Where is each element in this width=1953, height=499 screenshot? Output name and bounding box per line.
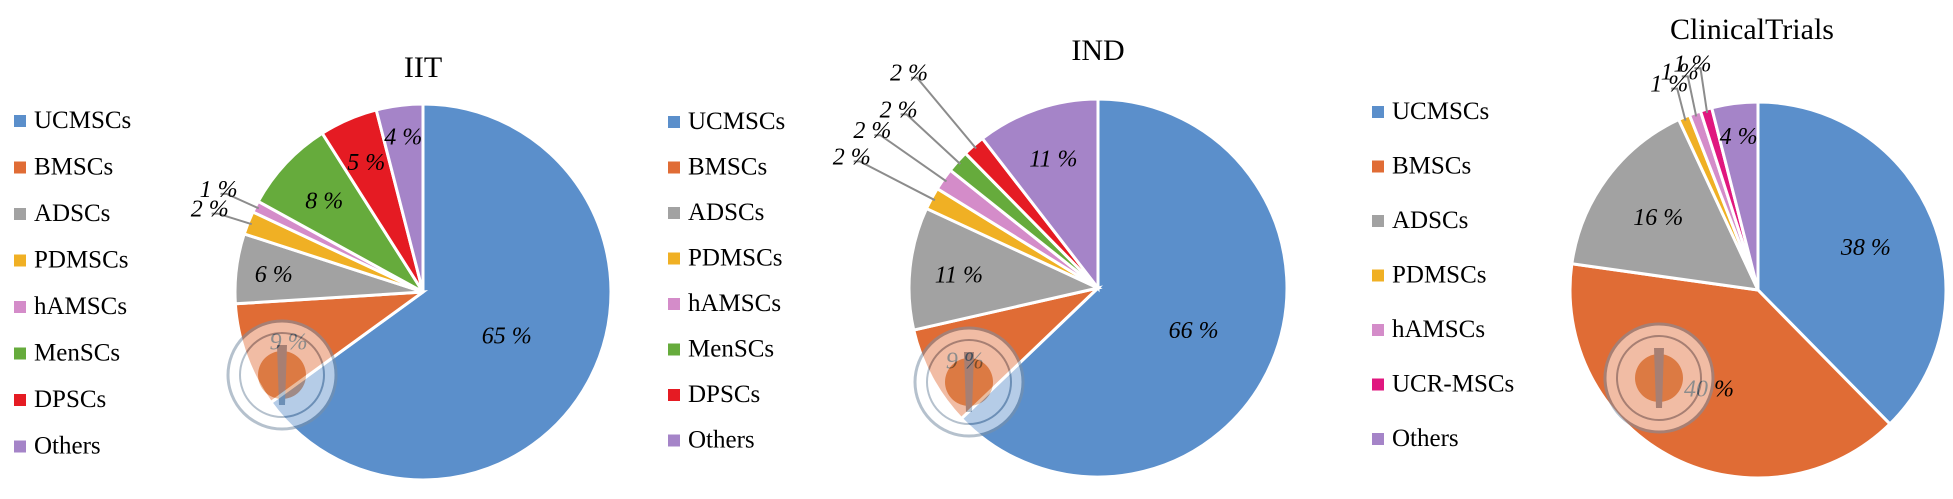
legends: UCMSCs BMSCs ADSCs PDMSCs hAMSCs MenSCs DPSCs O… (14, 98, 1514, 460)
legend-label-pdmscs: PDMSCs (688, 245, 783, 272)
slice-label-adscs: 16 % (1633, 205, 1683, 231)
legend-swatch-ucmscs (14, 115, 26, 127)
leader-line-ucr-mscs (1694, 67, 1709, 114)
legend-label-bmscs: BMSCs (1392, 153, 1471, 180)
legend-swatch-dpscs (668, 389, 680, 401)
slice-adscs (1570, 117, 1761, 292)
legend-swatch-hamscs (14, 301, 26, 313)
slice-ucmscs (959, 97, 1289, 479)
legend-label-others: Others (688, 427, 755, 454)
slice-menscs (256, 131, 425, 294)
watermark-seal-2 (913, 326, 1025, 438)
legend-label-others: Others (1392, 425, 1459, 452)
legend-iit: UCMSCs BMSCs ADSCs PDMSCs hAMSCs MenSCs DPSCs O… (14, 107, 131, 460)
legend-label-hamscs: hAMSCs (688, 290, 781, 317)
slice-ucmscs (268, 102, 613, 482)
legend-swatch-pdmscs (14, 254, 26, 267)
leader-line-pdmscs (853, 160, 936, 202)
legend-swatch-hamscs (668, 298, 680, 310)
legend-label-ucmscs: UCMSCs (34, 107, 131, 134)
slice-label-hamscs: 1 % (200, 177, 238, 203)
legend-swatch-pdmscs (1372, 269, 1384, 282)
legend-swatch-adscs (1372, 215, 1384, 227)
watermark-seal-1 (226, 319, 338, 431)
leader-line-hamscs (1681, 75, 1698, 117)
legend-label-bmscs: BMSCs (34, 154, 113, 181)
slice-label-dpscs: 2 % (890, 61, 928, 87)
slice-others (980, 97, 1100, 293)
slice-label-adscs: 11 % (935, 262, 983, 288)
legend-label-pdmscs: PDMSCs (1392, 262, 1487, 289)
slice-label-ucmscs: 65 % (482, 324, 532, 350)
legend-swatch-bmscs (14, 161, 26, 174)
slice-label-hamscs: 2 % (853, 118, 891, 144)
legend-swatch-pdmscs (668, 252, 680, 265)
chart-title-ind: IND (1071, 34, 1124, 67)
slice-label-others: 4 % (1720, 124, 1758, 150)
watermark-seal-3 (1603, 322, 1715, 434)
legend-label-dpscs: DPSCs (688, 381, 760, 408)
legend-label-hamscs: hAMSCs (34, 293, 127, 320)
leader-line-hamscs (874, 134, 948, 183)
slice-label-ucmscs: 66 % (1169, 318, 1219, 344)
legend-label-adscs: ADSCs (688, 199, 764, 226)
legend-label-ucmscs: UCMSCs (1392, 98, 1489, 125)
legend-swatch-ucmscs (668, 116, 680, 128)
pie-ind: 66 %9 %11 %2 %2 %2 %2 %11 % (833, 61, 1289, 479)
legend-label-adscs: ADSCs (34, 200, 110, 227)
legend-ind: UCMSCs BMSCs ADSCs PDMSCs hAMSCs MenSCs DPSCs O… (668, 108, 785, 454)
pie-charts: 65 %9 %6 %2 %1 %8 %5 %4 %66 %9 %11 %2 %2… (191, 51, 1948, 482)
slice-label-pdmscs: 2 % (833, 144, 871, 170)
leader-line-dpscs (911, 76, 977, 150)
legend-label-dpscs: DPSCs (34, 386, 106, 413)
legend-swatch-others (14, 440, 26, 453)
legend-swatch-others (1372, 433, 1384, 445)
legend-label-pdmscs: PDMSCs (34, 247, 129, 274)
legend-label-ucr-mscs: UCR-MSCs (1392, 371, 1514, 398)
legend-label-others: Others (34, 433, 101, 460)
chart-title-iit: IIT (404, 51, 442, 84)
legend-swatch-ucr-mscs (1372, 378, 1384, 391)
leader-line-menscs (900, 113, 962, 165)
slice-ucmscs (1756, 100, 1948, 427)
legend-swatch-hamscs (1372, 324, 1384, 336)
slice-label-hamscs: 1 % (1661, 59, 1699, 85)
slice-others (1709, 100, 1760, 291)
slice-label-pdmscs: 2 % (191, 197, 229, 223)
legend-label-bmscs: BMSCs (688, 154, 767, 181)
slice-label-ucmscs: 38 % (1840, 235, 1891, 261)
legend-label-hamscs: hAMSCs (1392, 316, 1485, 343)
slice-label-menscs: 8 % (305, 188, 343, 214)
legend-swatch-others (668, 434, 680, 447)
slice-label-others: 4 % (384, 124, 422, 150)
slice-others (374, 102, 425, 293)
legend-label-adscs: ADSCs (1392, 207, 1468, 234)
slice-label-menscs: 2 % (880, 97, 918, 123)
pie-iit: 65 %9 %6 %2 %1 %8 %5 %4 % (191, 102, 613, 482)
slice-label-others: 11 % (1029, 146, 1077, 172)
legend-swatch-menscs (668, 343, 680, 356)
legend-clinicaltrials: UCMSCs BMSCs ADSCs PDMSCs hAMSCs UCR-MSCs Othe… (1372, 98, 1514, 452)
chart-title-clinicaltrials: ClinicalTrials (1670, 13, 1834, 46)
legend-swatch-adscs (14, 208, 26, 220)
slice-label-adscs: 6 % (255, 262, 293, 288)
slice-label-ucr-mscs: 1 % (1674, 51, 1712, 77)
leader-line-pdmscs (1671, 87, 1687, 121)
legend-label-menscs: MenSCs (688, 336, 774, 363)
legend-swatch-bmscs (668, 161, 680, 174)
legend-label-ucmscs: UCMSCs (688, 108, 785, 135)
leader-line-pdmscs (211, 212, 252, 226)
legend-swatch-ucmscs (1372, 106, 1384, 118)
legend-swatch-menscs (14, 347, 26, 360)
legend-label-menscs: MenSCs (34, 340, 120, 367)
legend-swatch-bmscs (1372, 160, 1384, 173)
legend-swatch-adscs (668, 207, 680, 219)
slice-adscs (907, 206, 1103, 332)
slice-label-dpscs: 5 % (347, 150, 385, 176)
legend-swatch-dpscs (14, 394, 26, 406)
leader-line-hamscs (220, 192, 260, 210)
